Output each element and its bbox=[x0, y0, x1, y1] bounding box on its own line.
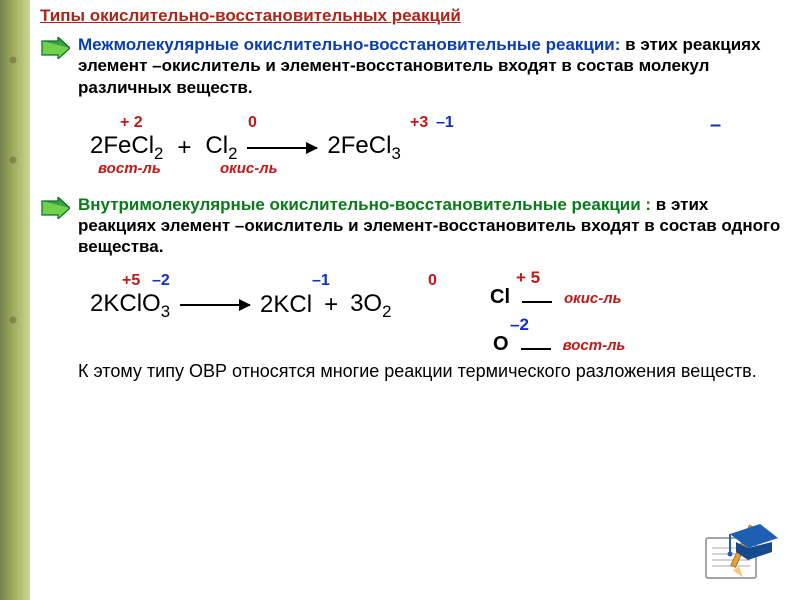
bullet-arrow-icon bbox=[40, 37, 70, 59]
eq2-ox-a: +5 bbox=[122, 272, 140, 290]
footnote-text: К этому типу ОВР относятся многие реакци… bbox=[78, 360, 790, 383]
eq1-ox-c: +3 bbox=[410, 114, 428, 132]
eq2-side-block: + 5 Cl окис-ль –2 O вост-ль bbox=[490, 268, 625, 356]
eq1-ox-d: –1 bbox=[436, 114, 454, 132]
eq2-rhs-b: 3O2 bbox=[350, 290, 391, 322]
eq2-rhs-a: 2KCl bbox=[260, 291, 312, 319]
eq1-ox-a: + 2 bbox=[120, 114, 143, 132]
eq2-side-bot-ox: –2 bbox=[510, 315, 625, 335]
eq2-ox-c: –1 bbox=[312, 272, 330, 290]
bullet-arrow-icon bbox=[40, 197, 70, 219]
eq2-ox-d: 0 bbox=[428, 272, 437, 290]
section-2: Внутримолекулярные окислительно-восстано… bbox=[40, 194, 790, 258]
section-2-text: Внутримолекулярные окислительно-восстано… bbox=[78, 194, 790, 258]
eq2-ox-b: –2 bbox=[152, 272, 170, 290]
eq1-label-b: окис-ль bbox=[220, 160, 278, 177]
eq1-minus-right: – bbox=[710, 114, 721, 137]
eq2-side-bot-el: O bbox=[493, 333, 509, 356]
decorative-left-border bbox=[0, 0, 30, 600]
eq1-rhs: 2FeCl3 bbox=[327, 132, 400, 164]
slide-title: Типы окислительно-восстановительных реак… bbox=[40, 6, 790, 26]
eq1-plus: + bbox=[177, 134, 191, 162]
section-1-heading: Межмолекулярные окислительно-восстановит… bbox=[78, 35, 620, 54]
reaction-arrow-icon bbox=[180, 304, 250, 306]
section-1-text: Межмолекулярные окислительно-восстановит… bbox=[78, 34, 790, 98]
section-2-heading: Внутримолекулярные окислительно-восстано… bbox=[78, 195, 651, 214]
eq2-side-top-el: Cl bbox=[490, 286, 510, 309]
dash-icon bbox=[522, 301, 552, 303]
section-1: Межмолекулярные окислительно-восстановит… bbox=[40, 34, 790, 98]
eq1-ox-b: 0 bbox=[248, 114, 257, 132]
slide-content: Типы окислительно-восстановительных реак… bbox=[40, 6, 790, 382]
notebook-cap-icon bbox=[700, 516, 780, 586]
eq2-plus: + bbox=[324, 291, 338, 319]
eq2-side-bot-lab: вост-ль bbox=[563, 337, 626, 354]
eq2-side-top-ox: + 5 bbox=[516, 268, 625, 288]
equation-2: +5 –2 –1 0 2KClO3 2KCl + 3O2 + 5 Cl окис… bbox=[90, 276, 790, 342]
eq2-side-top-lab: окис-ль bbox=[564, 290, 622, 307]
eq1-label-a: вост-ль bbox=[98, 160, 161, 177]
eq2-formula: 2KClO3 2KCl + 3O2 bbox=[90, 290, 391, 322]
reaction-arrow-icon bbox=[247, 147, 317, 149]
dash-icon bbox=[521, 348, 551, 350]
eq2-lhs: 2KClO3 bbox=[90, 290, 170, 322]
equation-1: + 2 0 +3 –1 – 2FeCl2 + Cl2 2FeCl3 вост-л… bbox=[90, 116, 790, 176]
